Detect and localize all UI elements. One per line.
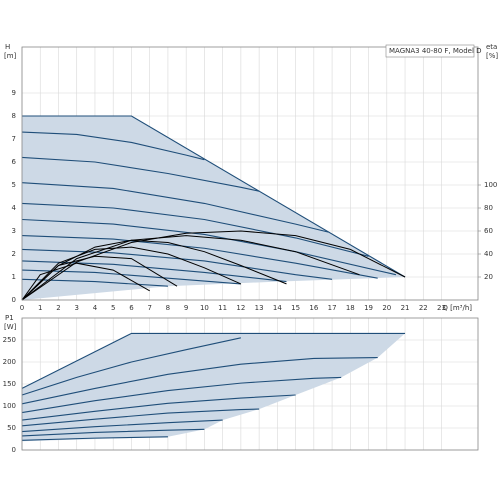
y-axis-unit: [W]	[4, 323, 17, 331]
curve	[21, 246, 242, 301]
curve	[21, 394, 296, 421]
curve	[21, 419, 223, 433]
curve	[21, 260, 287, 283]
curve	[21, 218, 397, 276]
y2-tick-label: 40	[484, 250, 493, 258]
curve	[21, 255, 178, 301]
x-tick-label: 3	[74, 304, 78, 312]
x-tick-label: 8	[166, 304, 170, 312]
curve	[21, 239, 287, 301]
operating-region	[22, 333, 406, 442]
y-tick-label: 4	[12, 204, 17, 212]
y-tick-label: 2	[12, 250, 16, 258]
x-tick-label: 2	[56, 304, 60, 312]
curve	[21, 131, 205, 161]
x-tick-label: 23	[437, 304, 446, 312]
x-axis-label: Q [m³/h]	[442, 304, 472, 312]
y-tick-label: 200	[3, 358, 16, 366]
curve	[21, 408, 260, 427]
curve	[21, 235, 360, 301]
x-tick-label: 7	[147, 304, 151, 312]
curve	[21, 269, 241, 285]
title-box	[385, 44, 475, 58]
curve	[21, 337, 241, 396]
y2-tick-label: 20	[484, 273, 493, 281]
x-tick-label: 14	[273, 304, 282, 312]
x-tick-label: 20	[382, 304, 391, 312]
curve	[21, 357, 378, 405]
curve	[21, 436, 168, 441]
y2-tick-label: 100	[484, 181, 497, 189]
operating-region	[22, 116, 406, 300]
y-tick-label: 8	[12, 112, 16, 120]
y-tick-label: 1	[12, 273, 16, 281]
x-tick-label: 17	[328, 304, 337, 312]
x-tick-label: 22	[419, 304, 428, 312]
x-tick-label: 4	[93, 304, 98, 312]
y-tick-label: 5	[12, 181, 16, 189]
curve	[21, 376, 342, 414]
x-tick-label: 11	[218, 304, 227, 312]
x-tick-label: 6	[129, 304, 134, 312]
y2-axis-label: eta	[486, 43, 497, 51]
chart-title: MAGNA3 40-80 F, Model D	[389, 47, 482, 55]
x-tick-label: 12	[236, 304, 245, 312]
curve	[21, 278, 168, 287]
plot-frame	[21, 317, 479, 451]
y2-tick-label: 80	[484, 204, 493, 212]
y-tick-label: 0	[12, 446, 16, 454]
y-tick-label: 150	[3, 380, 16, 388]
curve	[21, 156, 260, 192]
x-tick-label: 9	[184, 304, 188, 312]
x-tick-label: 0	[20, 304, 24, 312]
y-axis-label: H	[5, 43, 10, 51]
x-tick-label: 15	[291, 304, 300, 312]
curve	[21, 182, 329, 233]
y-tick-label: 250	[3, 336, 16, 344]
y-tick-label: 50	[7, 424, 16, 432]
curve	[21, 262, 150, 301]
y-tick-label: 100	[3, 402, 16, 410]
y2-axis-unit: [%]	[486, 52, 498, 60]
y-tick-label: 0	[12, 296, 16, 304]
x-tick-label: 5	[111, 304, 115, 312]
x-tick-label: 13	[255, 304, 264, 312]
x-tick-label: 1	[38, 304, 42, 312]
curve	[22, 115, 406, 278]
plot-frame	[21, 46, 479, 301]
y-axis-label: P1	[5, 314, 14, 322]
curve	[21, 248, 333, 280]
x-tick-label: 16	[309, 304, 318, 312]
x-tick-label: 21	[401, 304, 410, 312]
x-tick-label: 18	[346, 304, 355, 312]
curve	[21, 428, 205, 437]
y-axis-unit: [m]	[4, 52, 17, 60]
curve	[21, 235, 378, 279]
curve	[21, 202, 369, 257]
curve	[21, 332, 406, 389]
y-tick-label: 9	[12, 89, 16, 97]
y2-tick-label: 60	[484, 227, 493, 235]
x-tick-label: 19	[364, 304, 373, 312]
y-tick-label: 6	[12, 158, 17, 166]
y-tick-label: 7	[12, 135, 16, 143]
y-tick-label: 3	[12, 227, 16, 235]
x-tick-label: 10	[200, 304, 209, 312]
